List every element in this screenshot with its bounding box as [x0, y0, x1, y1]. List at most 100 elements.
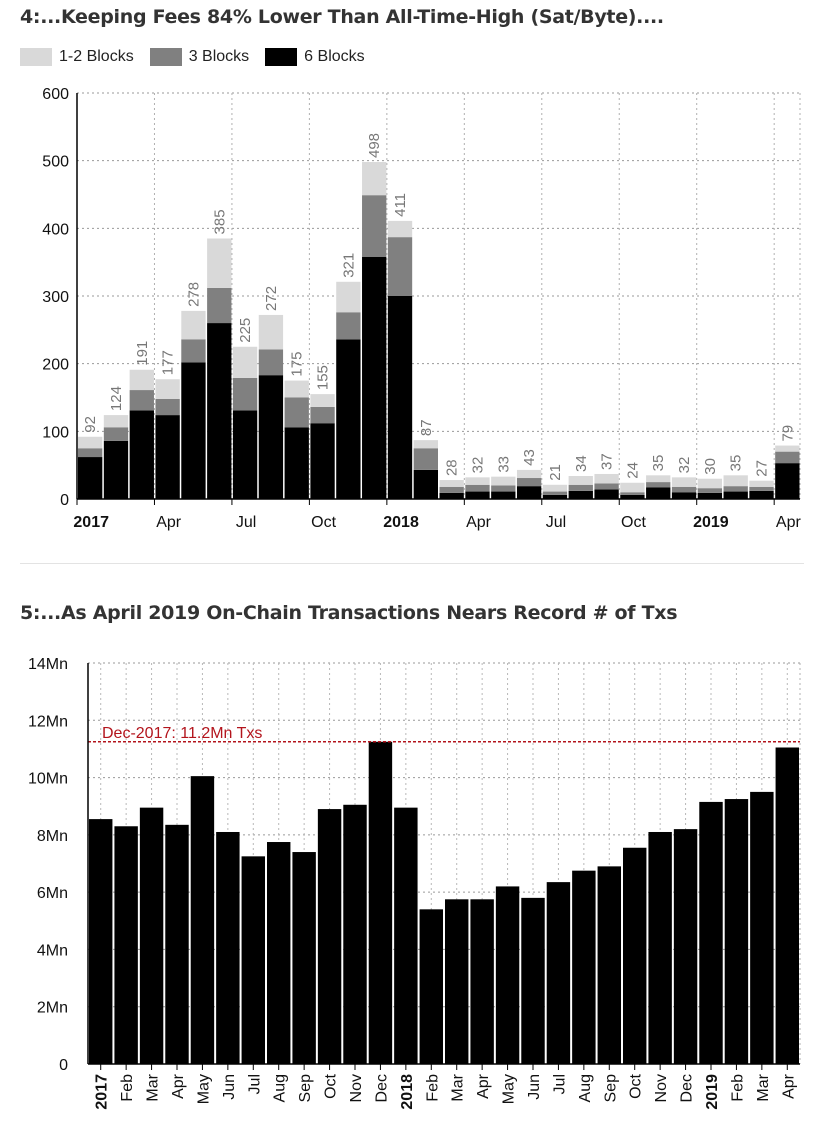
bar-segment-1-2-blocks[interactable]: [594, 473, 619, 484]
bar-segment-3-blocks[interactable]: [207, 287, 232, 324]
bar-segment-1-2-blocks[interactable]: [568, 475, 593, 485]
transaction-bar[interactable]: [597, 866, 621, 1064]
bar-segment-6-blocks[interactable]: [516, 486, 542, 499]
bar-segment-3-blocks[interactable]: [542, 491, 568, 495]
bar-segment-1-2-blocks[interactable]: [620, 482, 645, 493]
transaction-bar[interactable]: [139, 807, 164, 1064]
bar-segment-3-blocks[interactable]: [491, 485, 516, 492]
bar-segment-6-blocks[interactable]: [646, 487, 671, 499]
bar-segment-1-2-blocks[interactable]: [465, 477, 490, 485]
bar-segment-6-blocks[interactable]: [232, 410, 258, 499]
transaction-bar[interactable]: [495, 886, 520, 1064]
bar-segment-6-blocks[interactable]: [671, 492, 697, 499]
bar-segment-6-blocks[interactable]: [129, 410, 154, 499]
bar-segment-3-blocks[interactable]: [671, 486, 697, 493]
legend-item-6-blocks[interactable]: 6 Blocks: [265, 48, 365, 66]
transaction-bar[interactable]: [343, 804, 367, 1064]
bar-segment-6-blocks[interactable]: [775, 463, 800, 499]
bar-segment-1-2-blocks[interactable]: [207, 238, 232, 288]
bar-segment-1-2-blocks[interactable]: [362, 162, 387, 196]
transaction-bar[interactable]: [673, 829, 698, 1064]
bar-segment-6-blocks[interactable]: [362, 256, 387, 499]
bar-segment-1-2-blocks[interactable]: [516, 469, 542, 479]
bar-segment-6-blocks[interactable]: [78, 457, 103, 499]
bar-segment-3-blocks[interactable]: [181, 339, 206, 363]
bar-segment-1-2-blocks[interactable]: [775, 445, 800, 452]
bar-segment-6-blocks[interactable]: [155, 415, 180, 499]
bar-segment-3-blocks[interactable]: [336, 312, 361, 340]
bar-segment-3-blocks[interactable]: [155, 398, 180, 416]
transaction-bar[interactable]: [368, 741, 393, 1064]
bar-segment-1-2-blocks[interactable]: [723, 475, 748, 487]
bar-segment-3-blocks[interactable]: [413, 448, 438, 470]
transaction-bar[interactable]: [724, 799, 749, 1064]
transaction-bar[interactable]: [521, 897, 545, 1064]
transaction-bar[interactable]: [470, 899, 494, 1064]
bar-segment-1-2-blocks[interactable]: [78, 436, 103, 449]
bar-segment-3-blocks[interactable]: [284, 397, 309, 428]
bar-segment-1-2-blocks[interactable]: [103, 415, 129, 428]
transaction-bar[interactable]: [623, 847, 647, 1064]
bar-segment-3-blocks[interactable]: [568, 484, 593, 491]
bar-segment-6-blocks[interactable]: [387, 296, 413, 499]
bar-segment-3-blocks[interactable]: [362, 195, 387, 257]
bar-segment-3-blocks[interactable]: [697, 488, 723, 493]
bar-segment-3-blocks[interactable]: [439, 486, 464, 493]
bar-segment-6-blocks[interactable]: [413, 469, 438, 499]
transaction-bar[interactable]: [190, 776, 215, 1064]
bar-segment-3-blocks[interactable]: [723, 486, 748, 492]
legend-item-3-blocks[interactable]: 3 Blocks: [149, 48, 249, 66]
bar-segment-6-blocks[interactable]: [723, 491, 748, 499]
transaction-bar[interactable]: [241, 856, 265, 1064]
bar-segment-6-blocks[interactable]: [258, 375, 284, 499]
transaction-bar[interactable]: [292, 852, 316, 1064]
transaction-bar[interactable]: [546, 882, 571, 1064]
bar-segment-1-2-blocks[interactable]: [232, 346, 258, 378]
transaction-bar[interactable]: [648, 831, 672, 1064]
bar-segment-6-blocks[interactable]: [568, 490, 593, 499]
bar-segment-1-2-blocks[interactable]: [258, 314, 284, 350]
bar-segment-3-blocks[interactable]: [232, 377, 258, 411]
bar-segment-3-blocks[interactable]: [387, 237, 413, 296]
bar-segment-3-blocks[interactable]: [516, 478, 542, 487]
bar-segment-1-2-blocks[interactable]: [310, 394, 335, 407]
transaction-bar[interactable]: [114, 826, 138, 1064]
bar-segment-1-2-blocks[interactable]: [671, 477, 697, 487]
bar-segment-6-blocks[interactable]: [749, 490, 774, 499]
bar-segment-3-blocks[interactable]: [749, 486, 774, 491]
bar-segment-1-2-blocks[interactable]: [155, 379, 180, 399]
bar-segment-3-blocks[interactable]: [646, 482, 671, 488]
bar-segment-1-2-blocks[interactable]: [439, 480, 464, 487]
bar-segment-3-blocks[interactable]: [465, 484, 490, 492]
bar-segment-3-blocks[interactable]: [775, 451, 800, 464]
transaction-bar[interactable]: [699, 801, 723, 1064]
bar-segment-3-blocks[interactable]: [78, 448, 103, 458]
bar-segment-1-2-blocks[interactable]: [749, 480, 774, 487]
bar-segment-6-blocks[interactable]: [697, 492, 723, 499]
bar-segment-3-blocks[interactable]: [594, 483, 619, 490]
bar-segment-3-blocks[interactable]: [310, 406, 335, 424]
transaction-bar[interactable]: [394, 807, 418, 1064]
bar-segment-6-blocks[interactable]: [594, 489, 619, 499]
bar-segment-3-blocks[interactable]: [258, 349, 284, 376]
bar-segment-1-2-blocks[interactable]: [646, 475, 671, 483]
bar-segment-6-blocks[interactable]: [207, 323, 232, 499]
bar-segment-6-blocks[interactable]: [284, 427, 309, 499]
bar-segment-1-2-blocks[interactable]: [491, 476, 516, 486]
bar-segment-3-blocks[interactable]: [129, 390, 154, 411]
bar-segment-6-blocks[interactable]: [181, 362, 206, 499]
bar-segment-3-blocks[interactable]: [620, 492, 645, 495]
bar-segment-1-2-blocks[interactable]: [336, 281, 361, 313]
transaction-bar[interactable]: [750, 791, 774, 1064]
bar-segment-1-2-blocks[interactable]: [181, 310, 206, 340]
bar-segment-1-2-blocks[interactable]: [413, 440, 438, 449]
bar-segment-6-blocks[interactable]: [465, 491, 490, 499]
bar-segment-1-2-blocks[interactable]: [387, 220, 413, 238]
transaction-bar[interactable]: [775, 747, 799, 1064]
transaction-bar[interactable]: [445, 899, 469, 1064]
bar-segment-6-blocks[interactable]: [336, 339, 361, 499]
bar-segment-6-blocks[interactable]: [491, 491, 516, 499]
bar-segment-1-2-blocks[interactable]: [129, 369, 154, 391]
bar-segment-6-blocks[interactable]: [620, 494, 645, 499]
transaction-bar[interactable]: [572, 870, 596, 1064]
